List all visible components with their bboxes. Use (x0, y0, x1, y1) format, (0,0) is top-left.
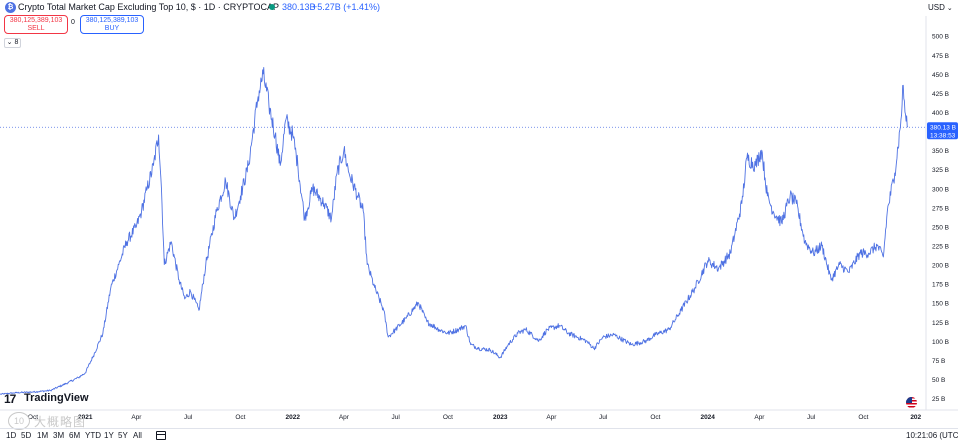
y-tick-label: 425 B (932, 91, 949, 98)
range-3m-button[interactable]: 3M (53, 431, 65, 440)
countdown-label: 13:38:53 (930, 132, 956, 139)
range-5y-button[interactable]: 5Y (118, 431, 128, 440)
buy-button[interactable]: 380,125,389,103 BUY (80, 15, 144, 34)
sell-label: SELL (27, 25, 45, 32)
range-all-button[interactable]: All (133, 431, 142, 440)
y-tick-label: 150 B (932, 301, 949, 308)
price-chart[interactable]: 500 B 475 B 450 B 425 B 400 B 350 B 325 B 300 B… (0, 0, 958, 428)
y-tick-label: 75 B (932, 358, 945, 365)
range-5d-button[interactable]: 5D (21, 431, 32, 440)
buy-label: BUY (104, 25, 120, 32)
x-tick-label: Oct (235, 414, 245, 421)
x-tick-label: Jul (599, 414, 608, 421)
y-tick-label: 475 B (932, 53, 949, 60)
spread-value: 0 (71, 19, 75, 26)
range-1y-button[interactable]: 1Y (104, 431, 114, 440)
x-tick-label: Apr (339, 414, 350, 421)
range-1m-button[interactable]: 1M (37, 431, 49, 440)
current-price-badge (927, 122, 958, 140)
sell-price: 380,125,389,103 (9, 17, 63, 24)
x-tick-label: 2023 (493, 414, 508, 421)
range-6m-button[interactable]: 6M (69, 431, 81, 440)
x-tick-label: 2021 (78, 414, 93, 421)
logo-name: TradingView (24, 392, 89, 404)
x-tick-label: Apr (131, 414, 142, 421)
us-flag-icon (906, 397, 917, 408)
y-tick-label: 350 B (932, 148, 949, 155)
chart-header: ₿ Crypto Total Market Cap Excluding Top … (0, 0, 958, 16)
x-tick-label: Oct (28, 414, 38, 421)
y-tick-label: 50 B (932, 377, 945, 384)
price-change: +5.27B (+1.41%) (312, 2, 381, 12)
y-tick-label: 200 B (932, 263, 949, 270)
x-tick-label: Oct (443, 414, 453, 421)
x-tick-label: 202 (910, 414, 921, 421)
y-tick-label: 450 B (932, 72, 949, 79)
sell-button[interactable]: 380,125,389,103 SELL (4, 15, 68, 34)
currency-label: USD (928, 3, 945, 12)
x-tick-label: Oct (858, 414, 868, 421)
buy-price: 380,125,389,103 (85, 17, 139, 24)
y-tick-label: 325 B (932, 167, 949, 174)
y-tick-label: 175 B (932, 282, 949, 289)
last-price: 380.13B (282, 2, 316, 12)
y-tick-label: 25 B (932, 396, 945, 403)
logo-mark: 17 (4, 392, 16, 406)
price-line (0, 67, 909, 395)
chevron-down-icon: ⌄ (946, 5, 953, 12)
watermark-badge: 10 (8, 412, 30, 430)
watermark-text: 大概略图 (34, 415, 87, 429)
y-tick-label: 500 B (932, 34, 949, 41)
y-tick-label: 225 B (932, 244, 949, 251)
bottom-toolbar: 1D 5D 1M 3M 6M YTD 1Y 5Y All 10:21:06 (U… (0, 428, 958, 442)
y-tick-label: 275 B (932, 205, 949, 212)
x-tick-label: Apr (546, 414, 557, 421)
symbol-title[interactable]: Crypto Total Market Cap Excluding Top 10… (18, 2, 279, 12)
indicators-toggle[interactable]: ⌄ 8 (4, 38, 21, 48)
x-tick-label: Apr (754, 414, 765, 421)
x-tick-label: Jul (807, 414, 816, 421)
current-price-label: 380.13 B (930, 124, 956, 131)
clock-display[interactable]: 10:21:06 (UTC) (906, 431, 958, 440)
x-tick-label: Oct (650, 414, 660, 421)
market-status-dot (269, 4, 275, 10)
y-tick-label: 250 B (932, 224, 949, 231)
x-tick-label: 2024 (700, 414, 715, 421)
chevron-down-icon: ⌄ (6, 39, 13, 46)
calendar-icon[interactable] (156, 431, 166, 440)
y-tick-label: 125 B (932, 320, 949, 327)
currency-select[interactable]: USD ⌄ (928, 1, 956, 15)
x-tick-label: Jul (391, 414, 400, 421)
y-tick-label: 100 B (932, 339, 949, 346)
y-tick-label: 400 B (932, 110, 949, 117)
y-tick-label: 300 B (932, 186, 949, 193)
range-1d-button[interactable]: 1D (6, 431, 17, 440)
bitcoin-symbol-icon: ₿ (5, 2, 16, 13)
range-ytd-button[interactable]: YTD (85, 431, 101, 440)
indicators-count: 8 (14, 39, 19, 46)
x-tick-label: 2022 (286, 414, 301, 421)
x-tick-label: Jul (184, 414, 193, 421)
